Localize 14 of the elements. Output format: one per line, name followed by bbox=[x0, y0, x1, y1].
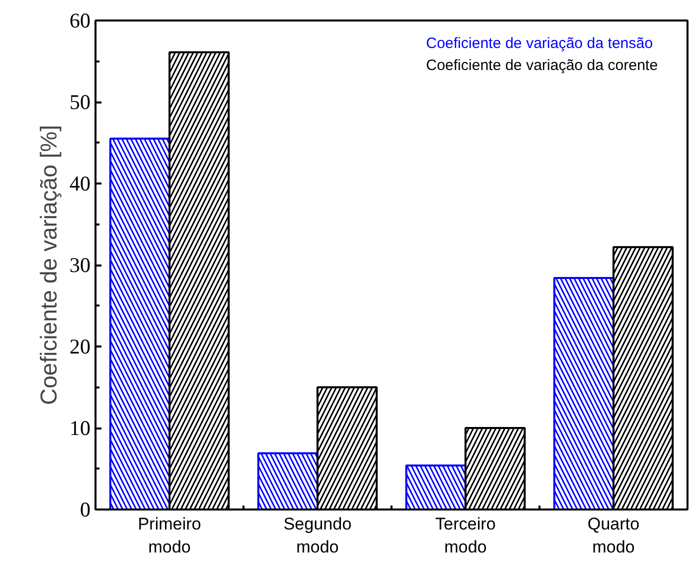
y-tick-label: 40 bbox=[70, 172, 90, 196]
y-axis-title: Coeficiente de variação [%] bbox=[36, 124, 62, 405]
x-tick-label: Terceiro modo bbox=[435, 514, 496, 556]
y-tick-label: 20 bbox=[70, 334, 90, 358]
text: Coeficiente de variação da tensão bbox=[426, 35, 653, 52]
x-tick-label: Quarto modo bbox=[588, 514, 640, 556]
x-tick-label: Primeiro modo bbox=[138, 514, 202, 556]
y-tick-label: 30 bbox=[70, 253, 90, 277]
y-tick-label: 0 bbox=[80, 498, 90, 522]
text: Coeficiente de variação da corente bbox=[426, 57, 658, 74]
y-tick-label: 50 bbox=[70, 90, 90, 114]
y-tick-label: 10 bbox=[70, 416, 90, 440]
x-tick-label: Segundo modo bbox=[283, 514, 352, 556]
y-tick-label: 60 bbox=[70, 8, 90, 32]
